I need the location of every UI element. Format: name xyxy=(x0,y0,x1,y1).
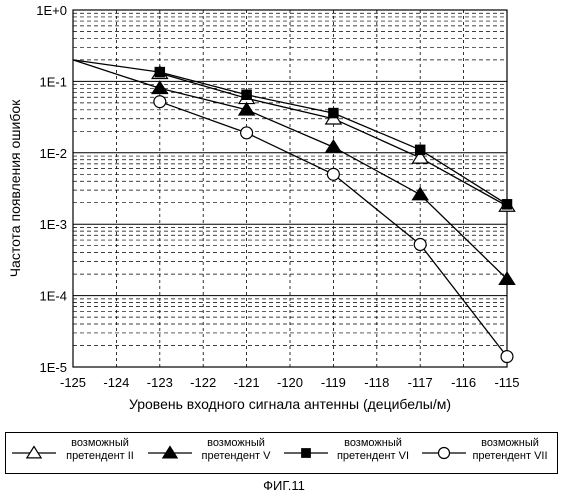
x-tick-label: -123 xyxy=(147,375,173,390)
x-tick-label: -125 xyxy=(60,375,86,390)
data-point-circle-open xyxy=(154,96,166,108)
data-point-circle-open xyxy=(327,168,339,180)
data-point-square-filled xyxy=(301,448,311,458)
y-tick-label: 1E-4 xyxy=(40,289,67,304)
data-point-circle-open xyxy=(241,127,253,139)
x-tick-label: -121 xyxy=(234,375,260,390)
data-point-square-filled xyxy=(415,145,426,156)
x-tick-label: -120 xyxy=(277,375,303,390)
legend: возможный претендент II возможный претен… xyxy=(5,432,558,474)
legend-label-line1: возможный xyxy=(192,437,280,450)
x-tick-label: -122 xyxy=(190,375,216,390)
legend-item-vi: возможный претендент VI xyxy=(282,433,420,473)
triangle-filled-icon xyxy=(146,444,194,462)
triangle-open-icon xyxy=(10,444,58,462)
data-point-square-filled xyxy=(502,199,513,210)
chart: -125 -124 -123 -122 -121 -120 -119 -118 -117 -116… xyxy=(0,0,568,425)
legend-label-line2: претендент VII xyxy=(464,450,556,463)
x-tick-label: -117 xyxy=(408,375,433,390)
x-axis-label: Уровень входного сигнала антенны (децибе… xyxy=(129,396,451,412)
tick-labels: -125 -124 -123 -122 -121 -120 -119 -118 -117 -116… xyxy=(36,3,519,390)
plot-frame xyxy=(73,10,507,367)
data-point-circle-open xyxy=(501,351,513,363)
data-point-triangle-open xyxy=(27,447,41,458)
square-filled-icon xyxy=(282,444,330,462)
data-point-circle-open xyxy=(414,239,426,251)
data-point-square-filled xyxy=(241,90,252,101)
grid xyxy=(73,10,507,367)
data-point-triangle-filled xyxy=(413,188,428,200)
legend-label-line2: претендент VI xyxy=(328,450,418,463)
legend-label-line2: претендент V xyxy=(192,450,280,463)
y-tick-label: 1E+0 xyxy=(36,3,67,18)
data-point-circle-open xyxy=(438,447,449,458)
legend-item-v: возможный претендент V xyxy=(146,433,282,473)
legend-label-line1: возможный xyxy=(464,437,556,450)
data-point-triangle-filled xyxy=(163,447,177,458)
legend-label-line2: претендент II xyxy=(56,450,144,463)
legend-label-line1: возможный xyxy=(56,437,144,450)
x-tick-label: -119 xyxy=(321,375,346,390)
circle-open-icon xyxy=(420,444,468,462)
y-axis-label: Частота появления ошибок xyxy=(7,99,23,277)
y-tick-label: 1E-2 xyxy=(40,146,67,161)
x-tick-label: -118 xyxy=(364,375,389,390)
y-tick-label: 1E-5 xyxy=(40,360,67,375)
data-point-square-filled xyxy=(155,67,166,78)
legend-label-line1: возможный xyxy=(328,437,418,450)
data-point-triangle-filled xyxy=(326,140,341,152)
data-point-square-filled xyxy=(328,108,339,119)
figure-caption: ФИГ.11 xyxy=(0,478,568,493)
x-tick-label: -115 xyxy=(494,375,519,390)
y-tick-label: 1E-3 xyxy=(40,217,67,232)
legend-item-ii: возможный претендент II xyxy=(10,433,146,473)
x-tick-label: -124 xyxy=(103,375,129,390)
legend-item-vii: возможный претендент VII xyxy=(420,433,556,473)
y-tick-label: 1E-1 xyxy=(40,74,67,89)
data-point-triangle-filled xyxy=(152,81,167,93)
x-tick-label: -116 xyxy=(451,375,476,390)
